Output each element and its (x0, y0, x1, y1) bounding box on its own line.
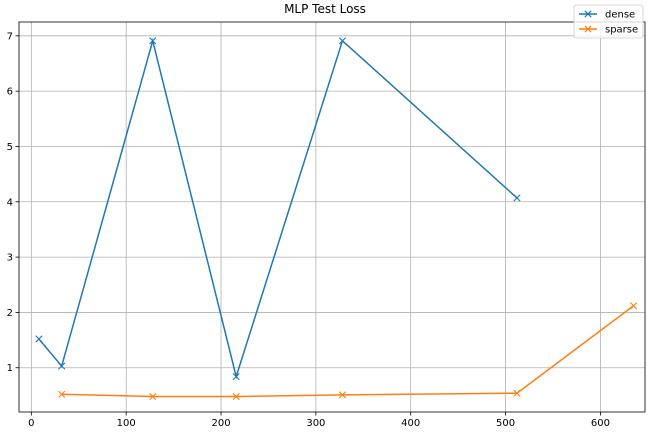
marker-stroke (35, 335, 43, 343)
data-point-dense (35, 335, 43, 343)
data-point-dense (232, 373, 240, 381)
series-sparse (58, 302, 638, 401)
marker-stroke (58, 362, 66, 370)
marker-stroke (513, 389, 521, 397)
data-point-dense (338, 37, 347, 45)
y-tick-label: 5 (7, 142, 13, 153)
x-tick-label: 300 (306, 418, 325, 429)
y-tick-label: 1 (7, 363, 13, 374)
x-tick-label: 600 (591, 418, 610, 429)
data-point-sparse (513, 389, 521, 397)
legend-item-dense: dense (579, 10, 635, 21)
legend-marker (584, 10, 592, 18)
plot-frame (18, 21, 646, 413)
marker-stroke (584, 25, 592, 33)
grid (19, 22, 645, 412)
axes: 0 100 200 300 400 500 600 1 2 3 4 5 6 7 (7, 31, 610, 429)
x-tick-label: 400 (401, 418, 420, 429)
marker-stroke (58, 390, 66, 398)
data-point-sparse (58, 390, 66, 398)
legend-marker (584, 25, 592, 33)
data-point-sparse (149, 392, 157, 401)
series-dense (35, 37, 521, 381)
y-tick-label: 2 (7, 308, 13, 319)
x-tick-label: 200 (211, 418, 230, 429)
marker-stroke (338, 37, 347, 45)
legend-label: sparse (605, 25, 638, 36)
series-line-dense (38, 37, 518, 380)
legend-item-sparse: sparse (579, 25, 638, 36)
y-tick-label: 7 (7, 31, 13, 42)
data-point-dense (513, 194, 521, 202)
marker-stroke (232, 373, 240, 381)
data-point-dense (149, 37, 157, 45)
data-point-sparse (338, 391, 347, 399)
legend-label: dense (605, 10, 635, 21)
chart-title: MLP Test Loss (284, 2, 366, 16)
data-point-sparse (630, 302, 638, 310)
x-tick-label: 0 (28, 418, 34, 429)
data-point-sparse (232, 392, 240, 401)
y-tick-label: 6 (7, 87, 13, 98)
series-layer (35, 37, 638, 401)
marker-stroke (149, 392, 157, 401)
marker-stroke (513, 194, 521, 202)
x-tick-label: 100 (117, 418, 136, 429)
marker-stroke (149, 37, 157, 45)
legend: dense sparse (573, 4, 644, 39)
data-point-dense (58, 362, 66, 370)
series-line-sparse (61, 305, 635, 398)
marker-stroke (584, 10, 592, 18)
x-tick-label: 500 (496, 418, 515, 429)
marker-stroke (630, 302, 638, 310)
y-tick-label: 4 (7, 197, 13, 208)
marker-stroke (232, 392, 240, 401)
y-tick-label: 3 (7, 253, 13, 264)
marker-stroke (338, 391, 347, 399)
